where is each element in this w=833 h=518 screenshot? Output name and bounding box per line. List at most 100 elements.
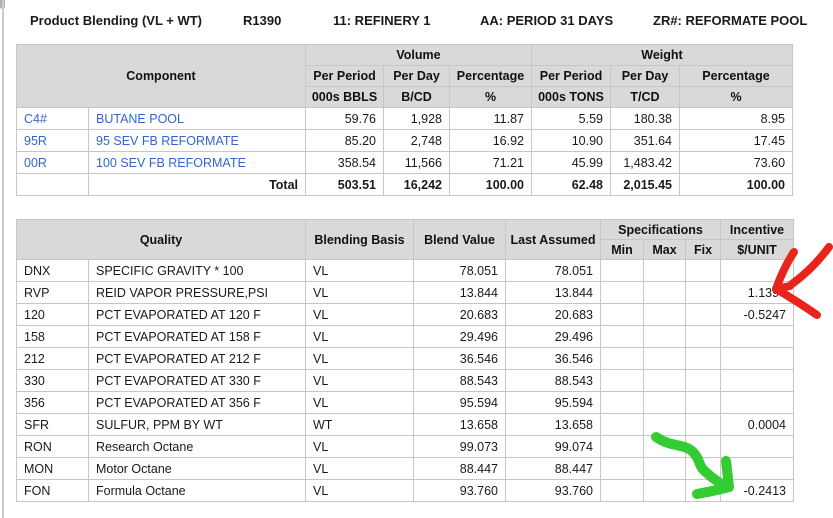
weight-percentage: 17.45: [678, 129, 794, 152]
quality-name: PCT EVAPORATED AT 356 F: [88, 391, 306, 414]
wt-day-units: T/CD: [610, 86, 680, 108]
blending-basis: VL: [305, 347, 414, 370]
vol-per-period-header: Per Period: [305, 65, 384, 87]
spec-fix: [684, 413, 722, 436]
report-id: R1390: [243, 13, 282, 28]
spec-fix-header: Fix: [684, 239, 722, 260]
quality-table-header: Quality Blending Basis Blend Value Last …: [16, 219, 795, 260]
table-row: 356 PCT EVAPORATED AT 356 F VL 95.594 95.594: [16, 391, 795, 414]
total-volume-percentage: 100.00: [449, 173, 532, 196]
quality-name: PCT EVAPORATED AT 120 F: [88, 303, 306, 326]
incentive-header: Incentive: [720, 219, 795, 240]
volume-per-day: 1,928: [383, 107, 450, 130]
table-row: 120 PCT EVAPORATED AT 120 F VL 20.683 20.683…: [16, 303, 795, 326]
total-weight-percentage: 100.00: [678, 173, 794, 196]
spec-max: [643, 259, 686, 282]
weight-per-period: 5.59: [531, 107, 611, 130]
volume-percentage: 16.92: [449, 129, 532, 152]
spec-max: [643, 369, 686, 392]
total-row: Total 503.51 16,242 100.00 62.48 2,015.4…: [16, 173, 794, 196]
quality-code: 158: [16, 325, 89, 348]
spec-fix: [684, 479, 722, 502]
spec-max: [643, 413, 686, 436]
spec-max: [643, 435, 686, 458]
table-row: 00R 100 SEV FB REFORMATE 358.54 11,566 71.21…: [16, 151, 794, 174]
blend-value: 13.844: [413, 281, 506, 304]
table-row: 158 PCT EVAPORATED AT 158 F VL 29.496 29.496: [16, 325, 795, 348]
spec-min: [600, 303, 644, 326]
report-title-bar: Product Blending (VL + WT) R1390 11: REF…: [0, 13, 833, 33]
component-code[interactable]: 95R: [16, 129, 89, 152]
last-assumed: 93.760: [505, 479, 601, 502]
table-row: SFR SULFUR, PPM BY WT WT 13.658 13.658 0.0004: [16, 413, 795, 436]
table-row: 95R 95 SEV FB REFORMATE 85.20 2,748 16.92 10.…: [16, 129, 794, 152]
blending-basis: VL: [305, 325, 414, 348]
last-assumed: 95.594: [505, 391, 601, 414]
incentive-per-unit: 1.1394: [720, 281, 795, 304]
total-empty-cell: [16, 173, 89, 196]
component-name[interactable]: BUTANE POOL: [88, 107, 306, 130]
spec-min: [600, 413, 644, 436]
spec-max: [643, 457, 686, 480]
weight-percentage: 73.60: [678, 151, 794, 174]
spec-min: [600, 457, 644, 480]
specifications-header: Specifications: [599, 219, 722, 240]
quality-code: SFR: [16, 413, 89, 436]
total-weight-per-day: 2,015.45: [610, 173, 680, 196]
weight-per-day: 180.38: [610, 107, 680, 130]
spec-max: [643, 325, 686, 348]
quality-table-body: DNX SPECIFIC GRAVITY * 100 VL 78.051 78.051 R…: [16, 259, 795, 502]
last-assumed-header: Last Assumed: [505, 219, 601, 260]
total-weight-per-period: 62.48: [531, 173, 611, 196]
spec-max: [643, 303, 686, 326]
quality-name: SPECIFIC GRAVITY * 100: [88, 259, 306, 282]
table-row: 212 PCT EVAPORATED AT 212 F VL 36.546 36.546: [16, 347, 795, 370]
last-assumed: 29.496: [505, 325, 601, 348]
table-row: RON Research Octane VL 99.073 99.074: [16, 435, 795, 458]
weight-group-header: Weight: [530, 44, 794, 66]
quality-name: Motor Octane: [88, 457, 306, 480]
volume-per-period: 59.76: [305, 107, 384, 130]
quality-code: FON: [16, 479, 89, 502]
spec-max: [643, 391, 686, 414]
period-label: AA: PERIOD 31 DAYS: [480, 13, 614, 28]
component-code[interactable]: C4#: [16, 107, 89, 130]
last-assumed: 13.844: [505, 281, 601, 304]
quality-name: PCT EVAPORATED AT 330 F: [88, 369, 306, 392]
last-assumed: 88.543: [505, 369, 601, 392]
blend-value: 99.073: [413, 435, 506, 458]
spec-fix: [684, 435, 722, 458]
spec-min: [600, 347, 644, 370]
vol-day-units: B/CD: [383, 86, 450, 108]
spec-min: [600, 281, 644, 304]
refinery-label: 11: REFINERY 1: [333, 13, 431, 28]
quality-name: PCT EVAPORATED AT 158 F: [88, 325, 306, 348]
last-assumed: 78.051: [505, 259, 601, 282]
component-code[interactable]: 00R: [16, 151, 89, 174]
vol-percentage-header: Percentage: [449, 65, 532, 87]
volume-percentage: 71.21: [449, 151, 532, 174]
spec-fix: [684, 457, 722, 480]
blending-basis: VL: [305, 303, 414, 326]
component-table: Component Volume Weight Per Period Per D…: [16, 44, 794, 196]
wt-pct-units: %: [678, 86, 794, 108]
spec-min: [600, 325, 644, 348]
volume-group-header: Volume: [305, 44, 532, 66]
weight-percentage: 8.95: [678, 107, 794, 130]
vol-pct-units: %: [449, 86, 532, 108]
volume-per-period: 358.54: [305, 151, 384, 174]
quality-code: 120: [16, 303, 89, 326]
component-name[interactable]: 95 SEV FB REFORMATE: [88, 129, 306, 152]
component-name[interactable]: 100 SEV FB REFORMATE: [88, 151, 306, 174]
quality-name: SULFUR, PPM BY WT: [88, 413, 306, 436]
window-edge-line: [2, 0, 4, 518]
blending-basis: WT: [305, 413, 414, 436]
last-assumed: 13.658: [505, 413, 601, 436]
spec-fix: [684, 369, 722, 392]
table-row: MON Motor Octane VL 88.447 88.447: [16, 457, 795, 480]
volume-per-period: 85.20: [305, 129, 384, 152]
incentive-per-unit: 0.0004: [720, 413, 795, 436]
wt-period-units: 000s TONS: [531, 86, 611, 108]
quality-code: 330: [16, 369, 89, 392]
spec-max-header: Max: [643, 239, 686, 260]
